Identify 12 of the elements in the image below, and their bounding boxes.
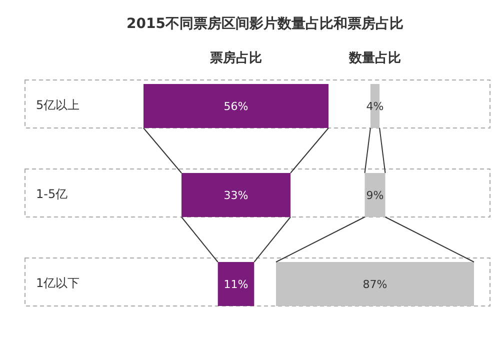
data-label: 87%	[362, 278, 388, 291]
series-label: 数量占比	[348, 51, 401, 66]
category-label: 5亿以上	[36, 98, 80, 112]
series-label: 票房占比	[209, 50, 262, 66]
data-label: 11%	[224, 278, 248, 291]
data-label: 4%	[366, 100, 384, 113]
data-label: 9%	[366, 189, 384, 202]
data-label: 33%	[224, 189, 248, 202]
category-label: 1-5亿	[36, 187, 68, 201]
text: 2015不同票房区间影片数量占比和票房占比	[126, 15, 404, 32]
category-label: 1亿以下	[36, 276, 80, 290]
data-label: 56%	[224, 100, 248, 113]
